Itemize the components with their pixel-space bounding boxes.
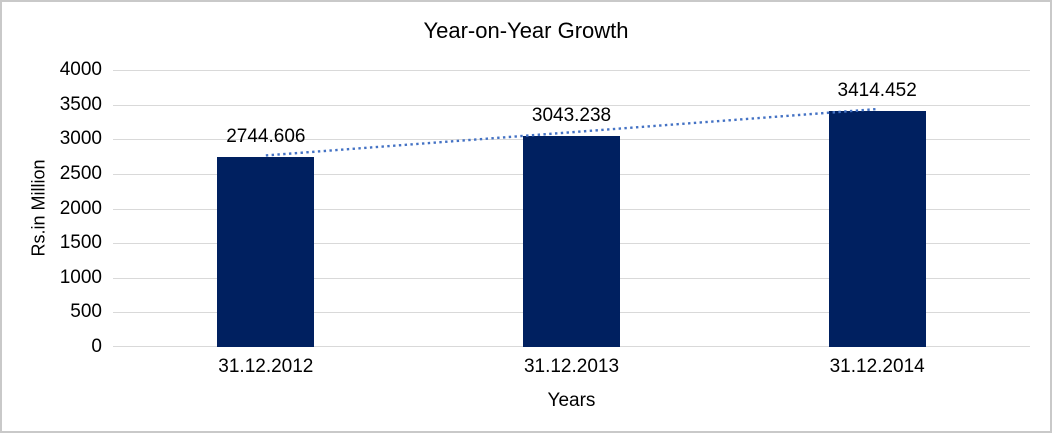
- bar-31.12.2014: [828, 110, 926, 347]
- bar-31.12.2013: [523, 136, 620, 347]
- y-tick-label: 3500: [59, 94, 102, 115]
- plot-area: 2744.606 3043.238 3414.452: [113, 70, 1030, 347]
- y-tick-label: 1000: [59, 267, 102, 288]
- y-tick-label: 500: [70, 301, 102, 322]
- x-axis: 31.12.2012 31.12.2013 31.12.2014: [113, 356, 1030, 380]
- y-tick-label: 3000: [59, 128, 102, 149]
- y-tick-label: 2500: [59, 163, 102, 184]
- trendline: [265, 107, 878, 157]
- y-tick-label: 0: [91, 336, 102, 357]
- y-tick-label: 2000: [59, 198, 102, 219]
- x-tick-label: 31.12.2014: [829, 356, 925, 377]
- data-label: 3043.238: [531, 105, 612, 127]
- x-axis-title: Years: [547, 390, 596, 411]
- x-tick-label: 31.12.2013: [523, 356, 620, 377]
- y-tick-label: 1500: [59, 232, 102, 253]
- y-axis: 0 500 1000 1500 2000 2500 3000 3500 4000: [10, 59, 102, 357]
- x-tick-label: 31.12.2012: [218, 356, 314, 377]
- gridline: [113, 105, 1030, 106]
- chart-title: Year-on-Year Growth: [423, 18, 629, 43]
- data-label: 3414.452: [837, 79, 917, 101]
- y-tick-label: 4000: [59, 59, 102, 80]
- data-label: 2744.606: [226, 125, 306, 147]
- gridline: [113, 70, 1030, 71]
- bar-31.12.2012: [217, 156, 315, 347]
